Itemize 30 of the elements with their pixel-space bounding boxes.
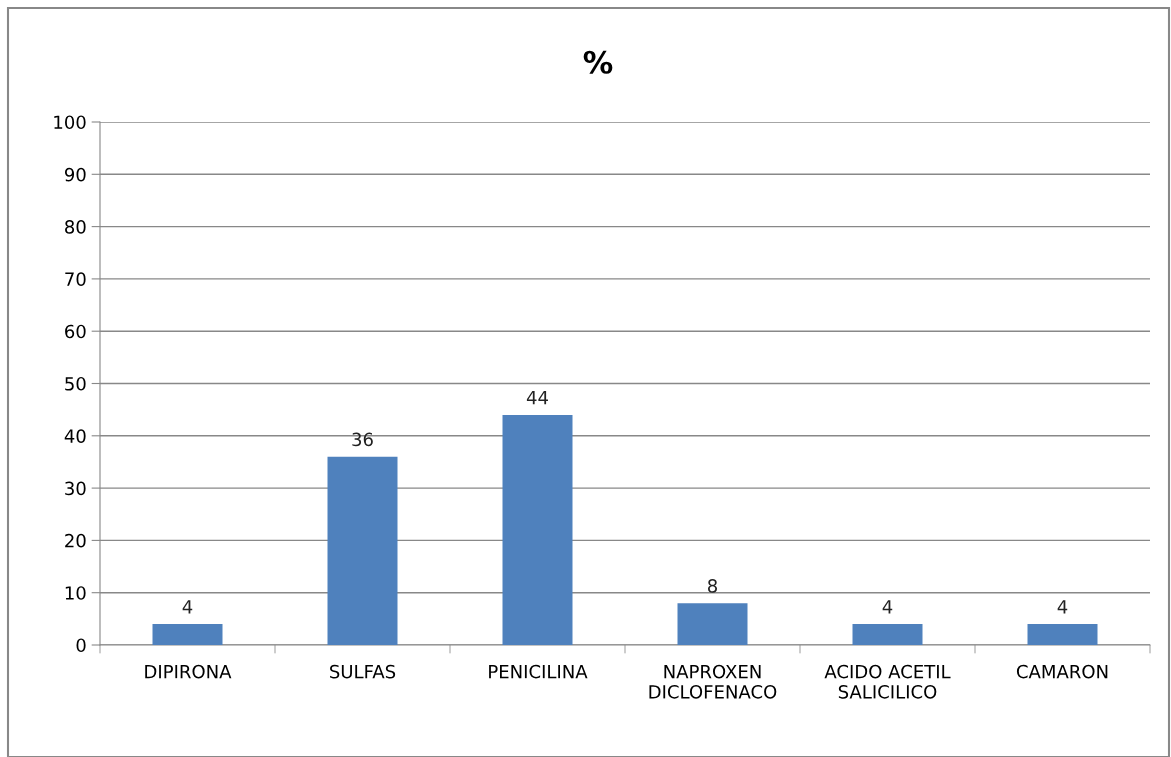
data-label: 8 [707, 579, 718, 593]
x-tick-label: CAMARON [1016, 664, 1108, 679]
y-tick-label: 20 [65, 533, 86, 548]
x-tick-label: NAPROXEN DICLOFENACO [649, 664, 777, 699]
bar [327, 456, 398, 645]
bar [152, 624, 223, 645]
data-label: 4 [882, 600, 893, 614]
x-tick-label: DIPIRONA [145, 664, 232, 679]
y-tick-label: 90 [64, 167, 86, 182]
data-label: 44 [526, 391, 548, 405]
y-tick-label: 0 [76, 638, 86, 653]
data-label: 4 [1057, 600, 1068, 614]
x-tick-label: ACIDO ACETIL SALICILICO [824, 664, 951, 699]
y-tick-label: 80 [65, 220, 86, 234]
bar [1027, 624, 1098, 645]
y-tick-label: 50 [65, 376, 86, 391]
y-tick-label: 70 [65, 272, 86, 287]
y-tick-label: 30 [65, 481, 86, 496]
data-label: 36 [352, 432, 373, 447]
y-tick-label: 60 [65, 324, 86, 339]
x-tick-label: PENICILINA [489, 664, 588, 679]
y-tick-label: 10 [65, 586, 86, 600]
chart-title: % [583, 50, 613, 74]
bar [852, 624, 923, 645]
x-tick-label: SULFAS [330, 664, 396, 679]
data-label: 4 [182, 600, 193, 614]
y-tick-label: 40 [64, 429, 86, 443]
bar [677, 603, 748, 645]
bar [502, 414, 573, 645]
y-tick-label: 100 [54, 115, 86, 130]
